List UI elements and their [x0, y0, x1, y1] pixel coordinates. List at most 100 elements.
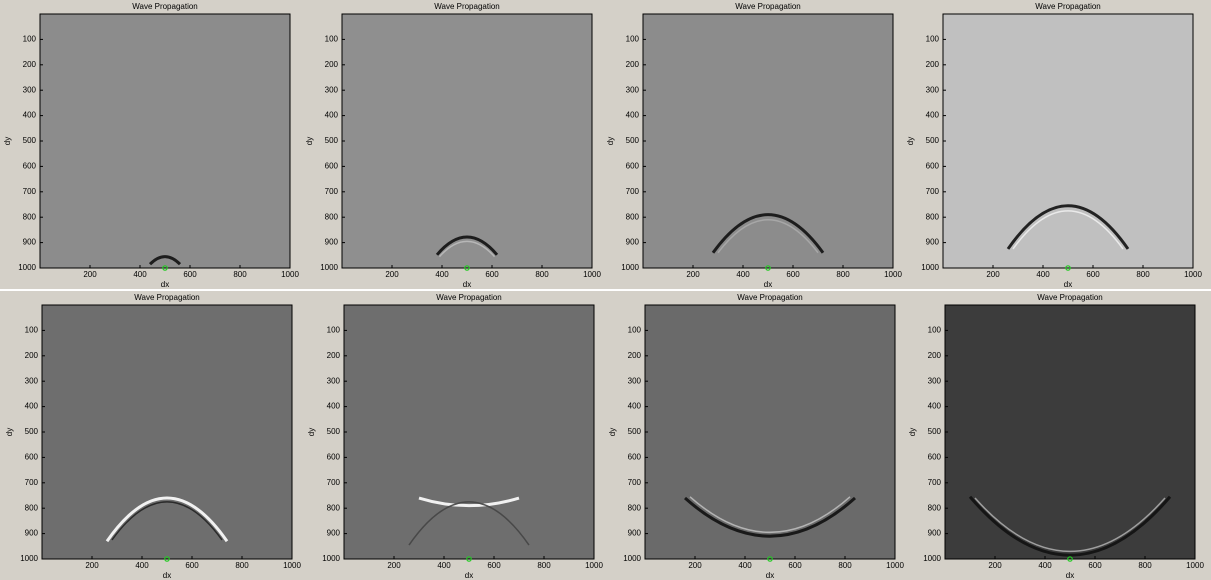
- y-tick-label: 800: [23, 212, 37, 221]
- y-tick-label: 300: [325, 85, 339, 94]
- image-area: [943, 14, 1193, 268]
- y-tick-label: 100: [628, 326, 642, 335]
- y-tick-label: 500: [325, 136, 339, 145]
- y-tick-label: 800: [926, 212, 940, 221]
- x-tick-label: 400: [435, 270, 449, 279]
- y-tick-label: 1000: [921, 263, 939, 272]
- image-area: [40, 14, 290, 268]
- y-tick-label: 1000: [623, 554, 641, 563]
- y-tick-label: 1000: [621, 263, 639, 272]
- y-tick-label: 700: [23, 187, 37, 196]
- y-tick-label: 700: [626, 187, 640, 196]
- x-tick-label: 600: [1088, 561, 1102, 570]
- source-point: [164, 556, 170, 562]
- y-tick-label: 300: [327, 376, 341, 385]
- wavefield: [148, 255, 182, 266]
- source-point: [1067, 556, 1073, 562]
- wavefield: [435, 235, 499, 258]
- y-tick-label: 800: [325, 212, 339, 221]
- x-axis-label: dx: [161, 280, 169, 289]
- y-tick-label: 600: [25, 453, 39, 462]
- wavefront: [438, 240, 496, 258]
- y-tick-label: 1000: [923, 554, 941, 563]
- x-tick-label: 800: [838, 561, 852, 570]
- x-tick-label: 1000: [1184, 270, 1202, 279]
- y-tick-label: 100: [626, 35, 640, 44]
- y-tick-label: 400: [23, 111, 37, 120]
- y-tick-label: 600: [926, 162, 940, 171]
- y-axis-label: dy: [5, 428, 14, 436]
- image-area: [945, 305, 1195, 559]
- x-tick-label: 200: [85, 561, 99, 570]
- y-tick-label: 700: [926, 187, 940, 196]
- x-tick-label: 800: [537, 561, 551, 570]
- x-tick-label: 400: [437, 561, 451, 570]
- wavefront: [111, 501, 223, 541]
- y-tick-label: 700: [628, 478, 642, 487]
- x-tick-label: 800: [235, 561, 249, 570]
- wavefront: [1006, 204, 1130, 250]
- source-point: [464, 265, 470, 271]
- x-tick-label: 200: [387, 561, 401, 570]
- x-tick-label: 1000: [585, 561, 603, 570]
- wavefront: [968, 495, 1172, 557]
- x-axis-label: dx: [465, 571, 473, 580]
- x-tick-label: 400: [133, 270, 147, 279]
- y-tick-label: 100: [325, 35, 339, 44]
- x-tick-label: 600: [788, 561, 802, 570]
- y-tick-label: 200: [325, 60, 339, 69]
- y-tick-label: 900: [626, 238, 640, 247]
- y-tick-label: 600: [628, 453, 642, 462]
- x-tick-label: 400: [738, 561, 752, 570]
- x-tick-label: 1000: [886, 561, 904, 570]
- x-tick-label: 400: [736, 270, 750, 279]
- y-tick-label: 700: [325, 187, 339, 196]
- y-tick-label: 100: [926, 35, 940, 44]
- x-tick-label: 1000: [281, 270, 299, 279]
- wavefield: [968, 495, 1172, 557]
- x-tick-label: 400: [135, 561, 149, 570]
- x-tick-label: 1000: [884, 270, 902, 279]
- y-tick-label: 1000: [18, 263, 36, 272]
- x-tick-label: 200: [686, 270, 700, 279]
- y-tick-label: 900: [928, 529, 942, 538]
- y-tick-label: 300: [926, 85, 940, 94]
- y-tick-label: 200: [327, 351, 341, 360]
- y-axis-label: dy: [906, 137, 915, 145]
- y-tick-label: 800: [25, 503, 39, 512]
- x-tick-label: 200: [385, 270, 399, 279]
- y-tick-label: 500: [25, 427, 39, 436]
- wavefront: [418, 496, 520, 508]
- y-tick-label: 300: [628, 376, 642, 385]
- x-tick-label: 600: [485, 270, 499, 279]
- y-tick-label: 100: [327, 326, 341, 335]
- chart-title: Wave Propagation: [132, 2, 198, 11]
- y-tick-label: 900: [23, 238, 37, 247]
- panel: 200 400 600 800 1000 100 200 300 400 500 600 700 800…: [307, 293, 603, 580]
- wavefield: [105, 496, 229, 543]
- y-tick-label: 400: [327, 402, 341, 411]
- panel: 200 400 600 800 1000 100 200 300 400 500 600 700 800…: [908, 293, 1204, 580]
- y-tick-label: 400: [628, 402, 642, 411]
- chart-title: Wave Propagation: [434, 2, 500, 11]
- y-tick-label: 1000: [320, 263, 338, 272]
- wavefront: [974, 497, 1166, 553]
- wavefield: [683, 496, 857, 538]
- x-tick-label: 800: [535, 270, 549, 279]
- x-axis-label: dx: [463, 280, 471, 289]
- y-tick-label: 800: [327, 503, 341, 512]
- x-axis-label: dx: [764, 280, 772, 289]
- x-tick-label: 200: [988, 561, 1002, 570]
- y-tick-label: 500: [23, 136, 37, 145]
- y-axis-label: dy: [305, 137, 314, 145]
- y-axis-label: dy: [307, 428, 316, 436]
- x-axis-label: dx: [1066, 571, 1074, 580]
- x-tick-label: 200: [83, 270, 97, 279]
- y-tick-label: 600: [23, 162, 37, 171]
- y-tick-label: 1000: [322, 554, 340, 563]
- y-tick-label: 800: [626, 212, 640, 221]
- y-axis-label: dy: [608, 428, 617, 436]
- x-tick-label: 800: [233, 270, 247, 279]
